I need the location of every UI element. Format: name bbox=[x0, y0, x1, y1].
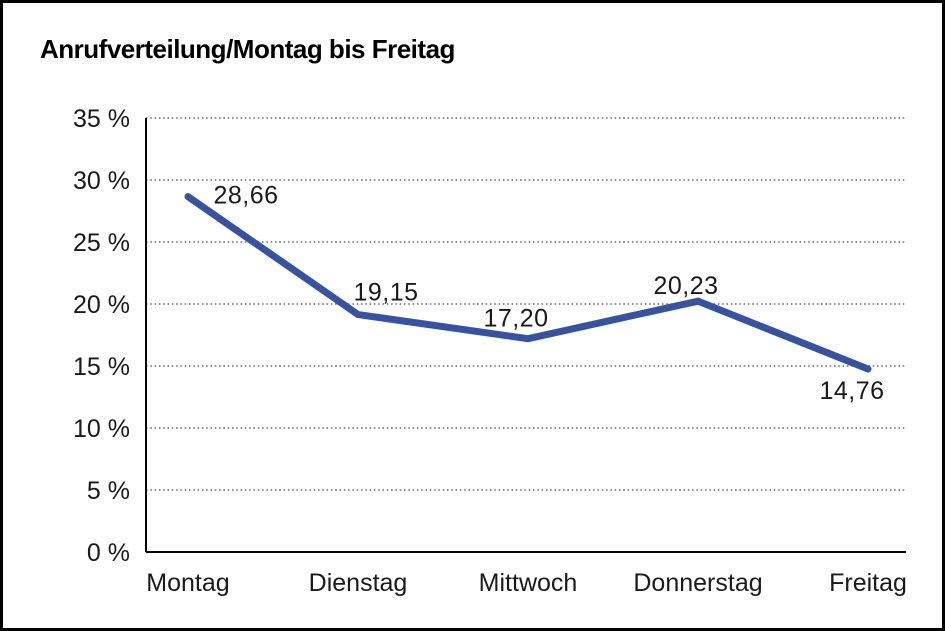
data-point-label: 14,76 bbox=[819, 377, 884, 405]
x-axis-category-label: Montag bbox=[146, 569, 229, 597]
x-axis-category-label: Dienstag bbox=[309, 569, 408, 597]
data-point-label: 19,15 bbox=[353, 279, 418, 307]
y-axis-tick-label: 15 % bbox=[73, 353, 130, 381]
y-axis-tick-label: 0 % bbox=[87, 539, 130, 567]
x-axis-category-label: Donnerstag bbox=[633, 569, 762, 597]
y-axis-tick-label: 10 % bbox=[73, 415, 130, 443]
data-point-label: 17,20 bbox=[483, 305, 548, 333]
data-point-label: 20,23 bbox=[653, 272, 718, 300]
y-axis-tick-label: 5 % bbox=[87, 477, 130, 505]
data-point-label: 28,66 bbox=[213, 182, 278, 210]
data-line-series bbox=[184, 193, 872, 373]
x-axis-category-label: Freitag bbox=[829, 569, 907, 597]
chart-title: Anrufverteilung/Montag bis Freitag bbox=[40, 34, 455, 64]
y-axis-tick-label: 20 % bbox=[73, 291, 130, 319]
line-chart: 0 % 5 % 10 % 15 % 20 % 25 % 30 % 35 % 28,66 19,15… bbox=[73, 105, 907, 597]
y-axis-tick-label: 25 % bbox=[73, 229, 130, 257]
y-axis-tick-label: 30 % bbox=[73, 167, 130, 195]
y-axis-tick-label: 35 % bbox=[73, 105, 130, 133]
x-axis-category-label: Mittwoch bbox=[479, 569, 578, 597]
